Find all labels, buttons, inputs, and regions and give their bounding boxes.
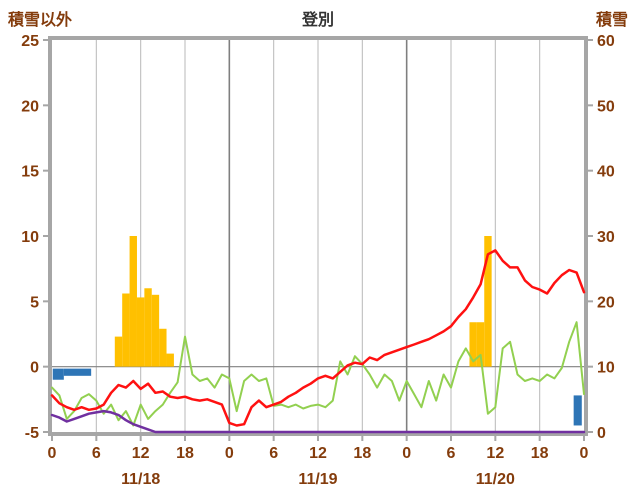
right-tick-label: 30 bbox=[597, 229, 615, 246]
left-tick-label: 0 bbox=[30, 360, 39, 377]
precip-bar bbox=[144, 288, 152, 367]
hour-tick-label: 6 bbox=[92, 445, 101, 462]
right-tick-label: 60 bbox=[597, 33, 615, 50]
precip-bar bbox=[159, 328, 167, 367]
hour-tick-label: 0 bbox=[580, 445, 589, 462]
red-line bbox=[50, 249, 586, 427]
hour-tick-label: 6 bbox=[269, 445, 278, 462]
left-tick-label: 25 bbox=[21, 33, 39, 50]
hour-tick-label: 6 bbox=[447, 445, 456, 462]
hour-tick-label: 18 bbox=[176, 445, 194, 462]
left-tick-label: 15 bbox=[21, 164, 39, 181]
right-tick-label: 40 bbox=[597, 164, 615, 181]
precip-bar bbox=[114, 336, 123, 367]
precip-bar bbox=[166, 353, 174, 367]
chart-title: 登別 bbox=[301, 12, 335, 29]
left-tick-label: 5 bbox=[30, 294, 39, 311]
hour-tick-label: 0 bbox=[402, 445, 411, 462]
purple-line bbox=[50, 409, 586, 434]
blue-bar bbox=[52, 368, 64, 380]
left-tick-label: 20 bbox=[21, 98, 39, 115]
precip-bar bbox=[136, 297, 145, 367]
blue-bar bbox=[573, 395, 582, 426]
blue-bar bbox=[63, 368, 92, 376]
hour-tick-label: 12 bbox=[132, 445, 150, 462]
hour-tick-label: 12 bbox=[486, 445, 504, 462]
precip-bar bbox=[484, 236, 492, 367]
left-tick-label: -5 bbox=[25, 425, 39, 442]
precip-bar bbox=[129, 236, 137, 367]
right-tick-label: 20 bbox=[597, 294, 615, 311]
left-tick-label: 10 bbox=[21, 229, 39, 246]
precip-bar bbox=[122, 293, 130, 367]
right-tick-label: 0 bbox=[597, 425, 606, 442]
hour-tick-label: 18 bbox=[531, 445, 549, 462]
date-label: 11/19 bbox=[298, 471, 337, 488]
hour-tick-label: 0 bbox=[225, 445, 234, 462]
date-label: 11/20 bbox=[476, 471, 515, 488]
green-line bbox=[51, 321, 585, 427]
hour-tick-label: 0 bbox=[48, 445, 57, 462]
right-tick-label: 50 bbox=[597, 98, 615, 115]
precip-bar bbox=[476, 322, 485, 367]
right-tick-label: 10 bbox=[597, 360, 615, 377]
hour-tick-label: 12 bbox=[309, 445, 327, 462]
plot-frame bbox=[48, 36, 588, 436]
precip-bar bbox=[469, 322, 477, 367]
left-axis-title: 積雪以外 bbox=[8, 12, 73, 29]
date-label: 11/18 bbox=[121, 471, 160, 488]
precip-bar bbox=[151, 294, 160, 367]
hour-tick-label: 18 bbox=[353, 445, 371, 462]
right-axis-title: 積雪 bbox=[595, 12, 628, 29]
